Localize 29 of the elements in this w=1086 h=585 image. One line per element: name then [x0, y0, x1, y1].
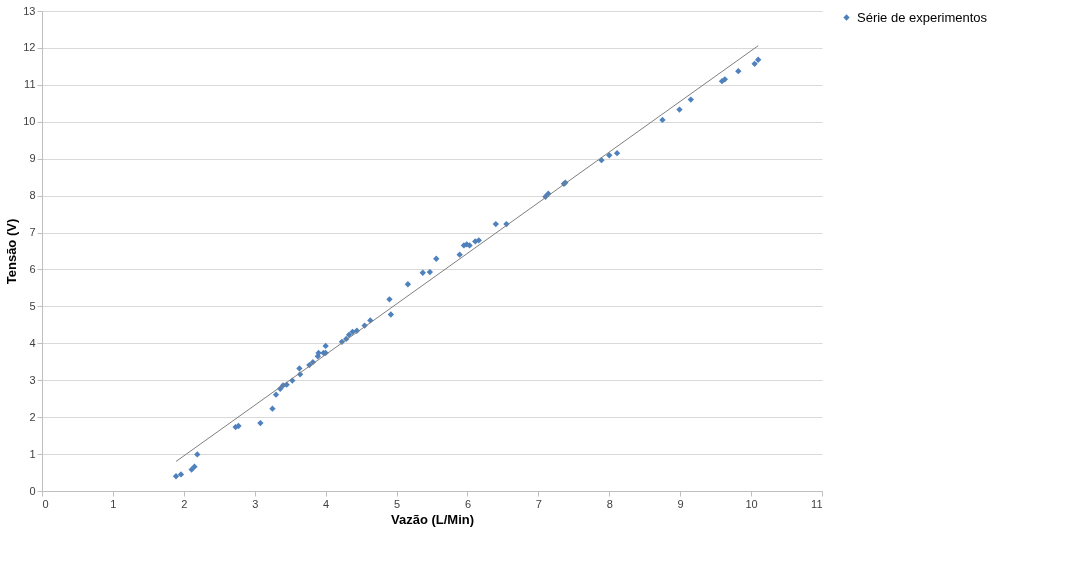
- y-tick-label: 10: [23, 115, 36, 128]
- x-tick-label: 1: [110, 497, 117, 510]
- y-tick-label: 5: [29, 299, 36, 312]
- x-tick-label: 0: [42, 497, 49, 510]
- x-tick-label: 5: [393, 497, 401, 510]
- y-tick-label: 4: [29, 336, 36, 349]
- y-tick-label: 1: [29, 447, 36, 460]
- x-tick-label: 8: [606, 497, 613, 510]
- y-tick-label: 13: [23, 4, 36, 17]
- x-tick-label: 11: [811, 497, 823, 510]
- y-tick-label: 9: [29, 152, 36, 165]
- y-tick-label: 2: [29, 410, 36, 423]
- x-tick-label: 4: [323, 497, 330, 510]
- x-tick-label: 2: [181, 497, 188, 510]
- x-tick-label: 9: [677, 497, 684, 510]
- y-tick-label: 7: [29, 226, 36, 239]
- legend-label: Série de experimentos: [857, 9, 988, 25]
- y-tick-label: 11: [24, 78, 36, 91]
- y-tick-label: 6: [29, 262, 36, 275]
- y-tick-label: 8: [29, 189, 36, 202]
- x-axis-title: Vazão (L/Min): [390, 511, 475, 527]
- x-tick-label: 10: [745, 497, 758, 510]
- x-tick-label: 6: [464, 497, 472, 510]
- y-axis-title: Tensão (V): [4, 218, 20, 285]
- x-tick-label: 3: [252, 497, 259, 510]
- y-tick-label: 3: [29, 373, 36, 386]
- x-tick-label: 7: [535, 497, 542, 510]
- y-tick-label: 0: [29, 484, 36, 497]
- y-tick-label: 12: [23, 41, 36, 54]
